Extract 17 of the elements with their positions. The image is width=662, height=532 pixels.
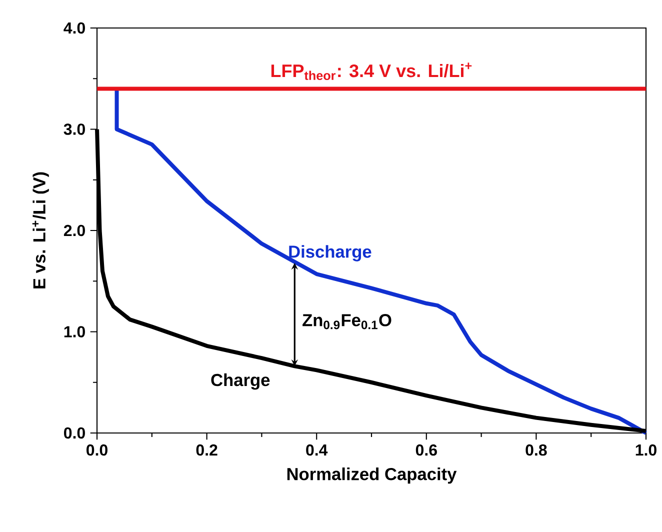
y-axis-title: E vs. Li$^{+}$/Li (V) (32, 172, 49, 288)
series-label: Discharge (289, 245, 372, 262)
x-tick-label: 0.6 (416, 444, 437, 456)
x-tick-label: 0.0 (86, 444, 108, 456)
y-tick-label: 2.0 (64, 224, 85, 236)
x-tick-label: 1.0 (636, 444, 656, 456)
x-axis-title: Normalized Capacity (287, 468, 457, 484)
series-label: Charge (211, 373, 270, 390)
y-tick-label: 3.0 (64, 124, 85, 135)
y-tick-label: 4.0 (64, 22, 85, 34)
x-tick-label: 0.8 (526, 444, 547, 456)
y-tick-label: 1.0 (64, 326, 85, 338)
ref-line-label: LFP$_{theor}$: 3.4 V vs. Li/Li$^{+}$ (271, 62, 472, 80)
y-tick-label: 0.0 (64, 427, 85, 439)
x-tick-label: 0.4 (306, 444, 328, 456)
annotation: Zn$_{0.9}$Fe$_{0.1}$O (302, 314, 392, 330)
x-tick-label: 0.2 (196, 444, 218, 456)
